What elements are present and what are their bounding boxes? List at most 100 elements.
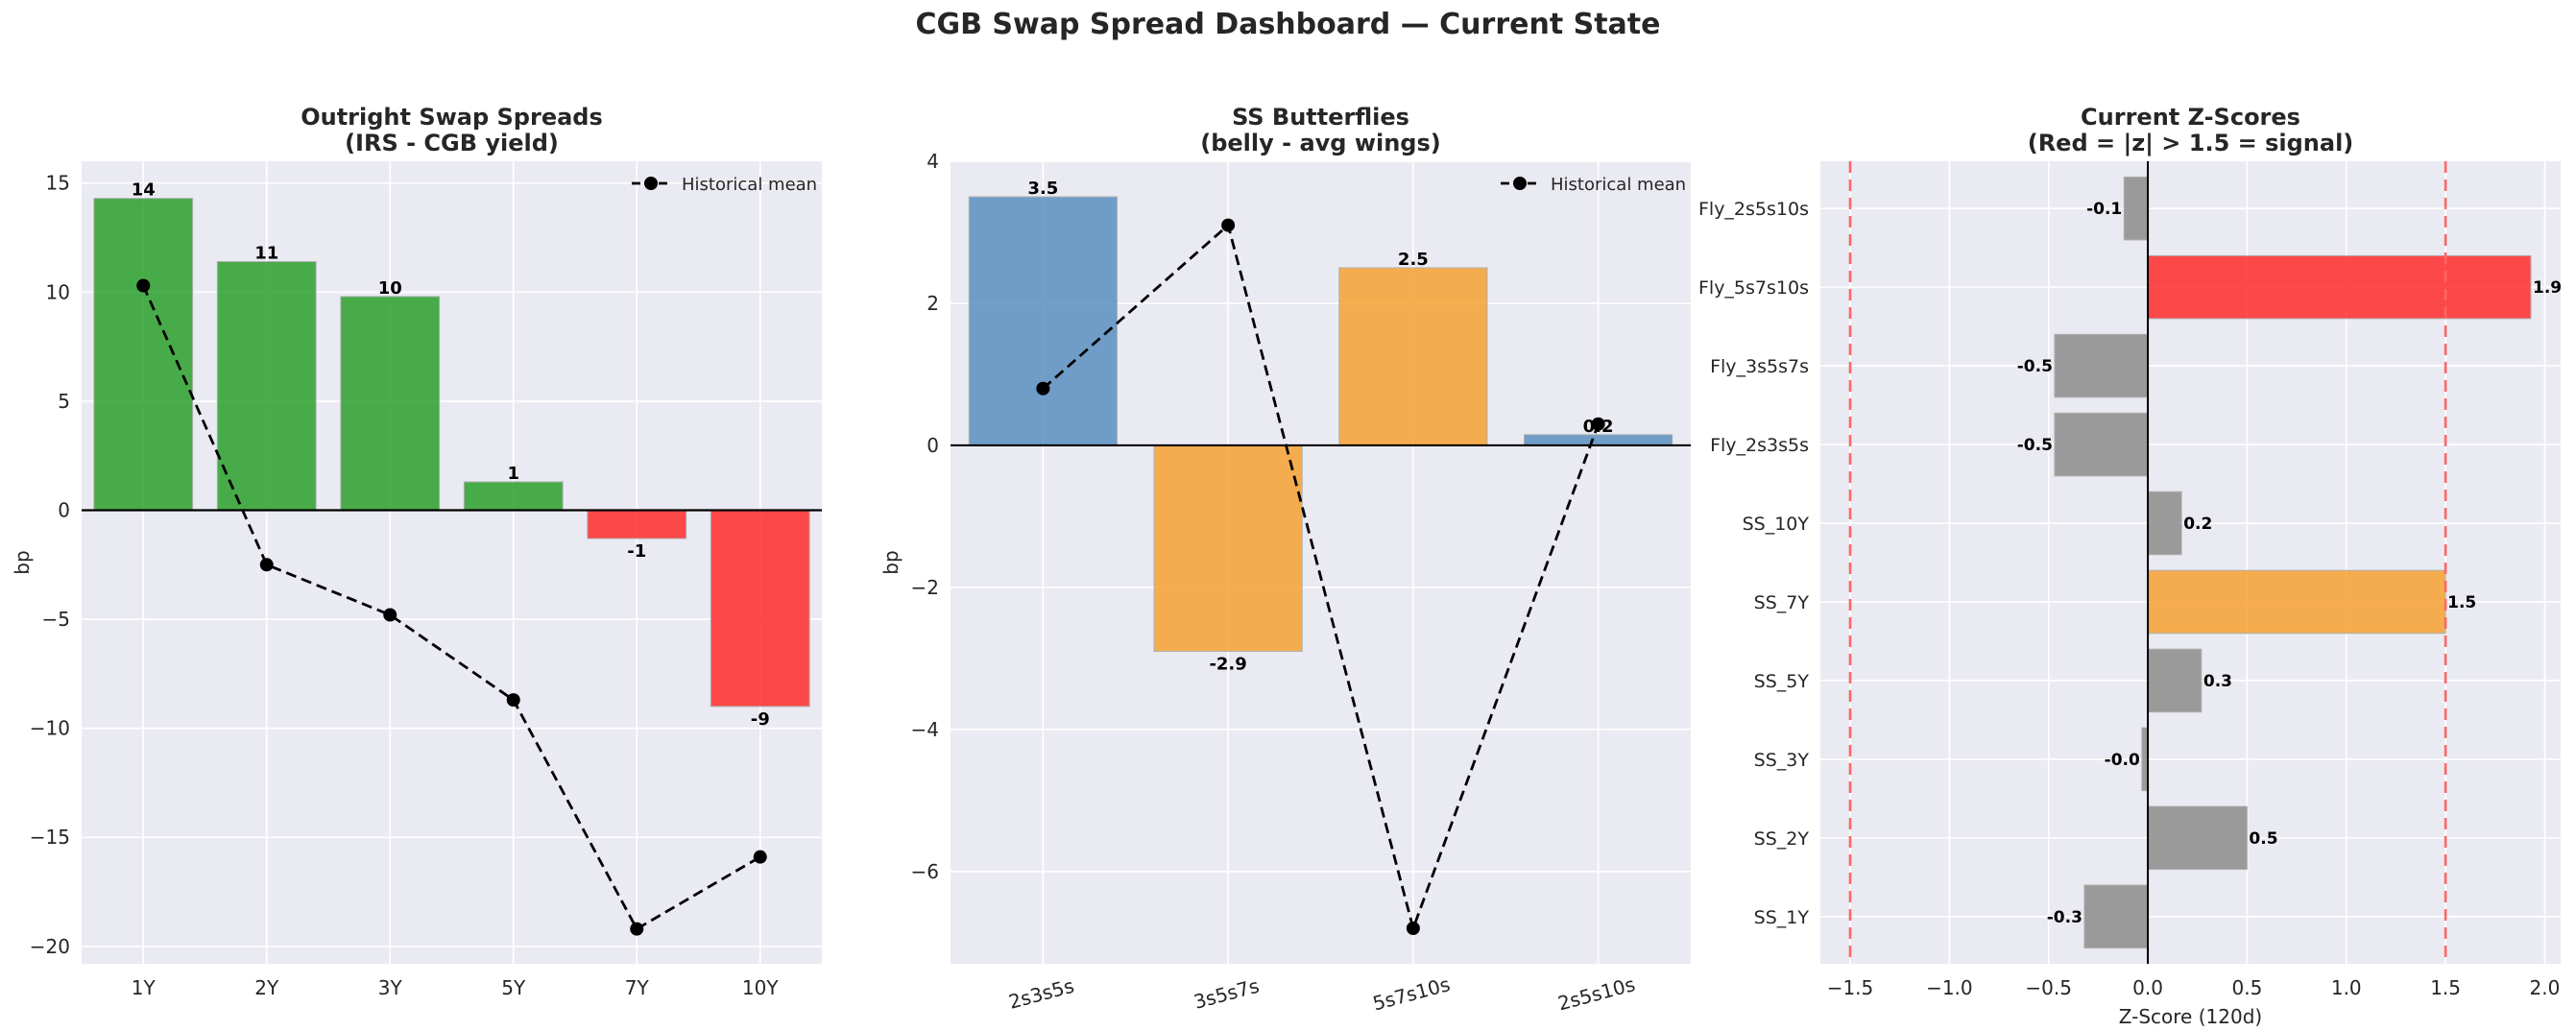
y-axis-label: bp [879, 550, 903, 574]
y-tick-label: SS_7Y [1754, 592, 1810, 613]
bar-value-label: 0.3 [2203, 672, 2232, 691]
x-tick-label: 1.0 [2331, 976, 2362, 999]
x-tick-label: 0.5 [2232, 976, 2263, 999]
y-tick-label: −4 [911, 718, 939, 741]
chart-title: Current Z-Scores [2081, 104, 2300, 131]
bar-value-label: -9 [751, 709, 770, 730]
bar-value-label: -0.0 [2105, 751, 2140, 770]
bar [2147, 491, 2182, 556]
bar-value-label: 1.9 [2533, 278, 2562, 298]
bar [2147, 569, 2446, 635]
chart-title: Outright Swap Spreads [301, 104, 603, 131]
mean-point [1406, 922, 1420, 936]
bar-value-label: 2.5 [1398, 250, 1429, 270]
bar [463, 481, 564, 511]
mean-point [259, 558, 274, 572]
bar-value-label: -0.3 [2047, 908, 2082, 927]
x-tick-label: −1.0 [1926, 976, 1973, 999]
bar-value-label: 14 [132, 180, 156, 201]
bar [2147, 648, 2203, 713]
mean-point [1221, 218, 1236, 232]
mean-point [506, 693, 520, 707]
bar [2054, 333, 2149, 398]
x-tick-label: 5s7s10s [1370, 972, 1453, 1015]
mean-point [1036, 381, 1050, 396]
x-tick-label: 7Y [625, 976, 650, 999]
x-tick-label: 2s5s10s [1555, 972, 1638, 1015]
bar [2083, 884, 2149, 949]
bar-value-label: -2.9 [1209, 654, 1246, 674]
legend-marker [1513, 177, 1527, 190]
y-tick-label: Fly_3s5s7s [1710, 356, 1809, 377]
y-tick-label: 2 [927, 292, 939, 315]
x-tick-label: 2.0 [2530, 976, 2561, 999]
dashboard-title: CGB Swap Spread Dashboard — Current Stat… [915, 8, 1661, 41]
bar [2147, 805, 2248, 871]
y-tick-label: Fly_2s3s5s [1710, 435, 1809, 456]
y-tick-label: SS_1Y [1754, 907, 1810, 928]
bar-value-label: 11 [254, 244, 278, 264]
x-axis-label: Z-Score (120d) [2119, 1005, 2262, 1028]
mean-point [753, 850, 767, 864]
legend-label: Historical mean [1551, 175, 1686, 195]
x-tick-label: 0.0 [2132, 976, 2163, 999]
mean-point [383, 608, 397, 622]
y-tick-label: 15 [46, 172, 70, 195]
bar [2123, 176, 2149, 241]
plot-area [82, 161, 822, 964]
y-tick-label: 5 [58, 390, 70, 413]
y-tick-label: Fly_5s7s10s [1698, 277, 1809, 299]
y-tick-label: SS_3Y [1754, 750, 1810, 771]
bar-value-label: 1.5 [2447, 593, 2476, 612]
chart-subtitle: (IRS - CGB yield) [345, 130, 559, 156]
bar [216, 261, 317, 511]
x-tick-label: 10Y [742, 976, 779, 999]
bar [1153, 444, 1303, 652]
chart-panel-3: −1.5 −1.0 −0.5 0.0 0.5 1.0 1.5 2.0 -0.3 0.5 -0.0 0.… [1698, 104, 2562, 1028]
chart-title: SS Butterflies [1232, 104, 1409, 131]
bar [587, 509, 687, 539]
bar-value-label: 3.5 [1027, 179, 1058, 199]
y-tick-label: 0 [927, 434, 939, 457]
y-axis-label: bp [11, 550, 34, 574]
bar-value-label: 0.2 [2183, 515, 2212, 534]
y-tick-label: −15 [30, 826, 70, 849]
chart-panel-1: 15 10 5 0 −5 −10 −15 −20 14 11 10 1 -1 -9 1Y 2Y 3Y 5Y 7Y 10… [11, 104, 822, 999]
y-tick-label: SS_2Y [1754, 828, 1810, 850]
mean-line [1042, 223, 1600, 933]
bar-value-label: -0.5 [2017, 436, 2053, 455]
y-tick-label: 0 [58, 498, 70, 521]
bar [2054, 412, 2149, 477]
bar-value-label: -1 [627, 541, 646, 562]
bar-value-label: 1 [507, 464, 519, 484]
chart-panel-2: 420−2−4−63.5-2.92.50.22s3s5s3s5s7s5s7s10… [879, 104, 1691, 1015]
y-tick-label: 10 [46, 280, 70, 303]
chart-subtitle: (belly - avg wings) [1200, 130, 1441, 156]
bar-value-label: -0.1 [2086, 200, 2122, 219]
bar [2147, 254, 2532, 320]
bar [93, 198, 194, 511]
y-tick-label: −5 [42, 608, 70, 631]
bar-value-label: 0.5 [2249, 829, 2277, 849]
x-tick-label: 3Y [378, 976, 403, 999]
y-tick-label: −10 [30, 717, 70, 740]
mean-point [630, 922, 644, 936]
x-tick-label: 1.5 [2430, 976, 2461, 999]
y-tick-label: −2 [911, 576, 939, 599]
legend-label: Historical mean [682, 175, 817, 195]
x-tick-label: −0.5 [2025, 976, 2072, 999]
y-tick-label: −6 [911, 860, 939, 883]
x-tick-label: 2Y [254, 976, 279, 999]
bar [710, 509, 810, 707]
mean-point [1591, 417, 1605, 431]
legend-marker [644, 177, 658, 190]
bar [340, 296, 441, 511]
x-tick-label: 3s5s7s [1192, 974, 1262, 1014]
x-tick-label: 5Y [501, 976, 526, 999]
y-tick-label: 4 [927, 150, 939, 173]
x-tick-label: 1Y [132, 976, 156, 999]
y-tick-label: SS_10Y [1743, 514, 1810, 535]
mean-point [136, 278, 151, 293]
